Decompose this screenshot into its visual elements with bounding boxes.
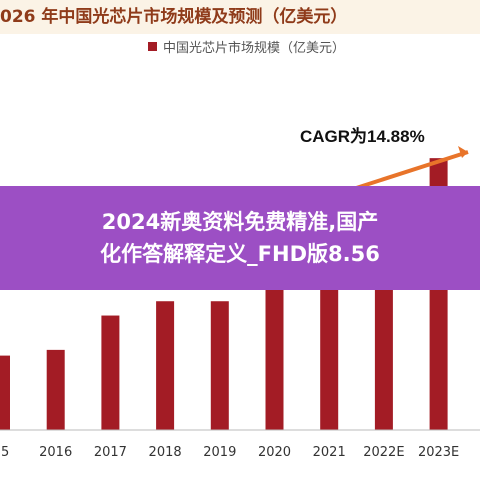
chart-title: 026 年中国光芯片市场规模及预测（亿美元）: [0, 0, 480, 34]
cagr-annotation: CAGR为14.88%: [300, 127, 425, 146]
bar-2017: [101, 315, 120, 430]
bar-2020: [265, 286, 284, 430]
x-tick-label: 2022E: [363, 445, 404, 460]
x-tick-label: 2018: [149, 445, 182, 460]
legend-swatch: [148, 41, 157, 51]
bar-2019: [210, 301, 229, 430]
x-tick-label: 2019: [203, 445, 236, 460]
x-tick-label: 2016: [39, 445, 72, 460]
banner-line-2: 化作答解释定义_FHD版8.56: [100, 242, 380, 266]
cagr-trend-arrow: [349, 150, 469, 192]
banner-line-1: 2024新奥资料免费精准,国产: [101, 210, 379, 234]
bar-2018: [156, 301, 175, 430]
cagr-trend-arrowhead: [458, 146, 468, 158]
x-tick-label: 15: [0, 445, 9, 460]
bar-2016: [46, 349, 65, 430]
x-tick-label: 2021: [313, 445, 346, 460]
bar-15: [0, 355, 10, 430]
legend: 中国光芯片市场规模（亿美元）: [148, 36, 345, 56]
overlay-banner: 2024新奥资料免费精准,国产 化作答解释定义_FHD版8.56: [0, 186, 480, 290]
x-tick-label: 2017: [94, 445, 127, 460]
x-tick-label: 2023E: [418, 445, 459, 460]
legend-label: 中国光芯片市场规模（亿美元）: [163, 40, 346, 56]
x-tick-label: 2020: [258, 445, 291, 460]
